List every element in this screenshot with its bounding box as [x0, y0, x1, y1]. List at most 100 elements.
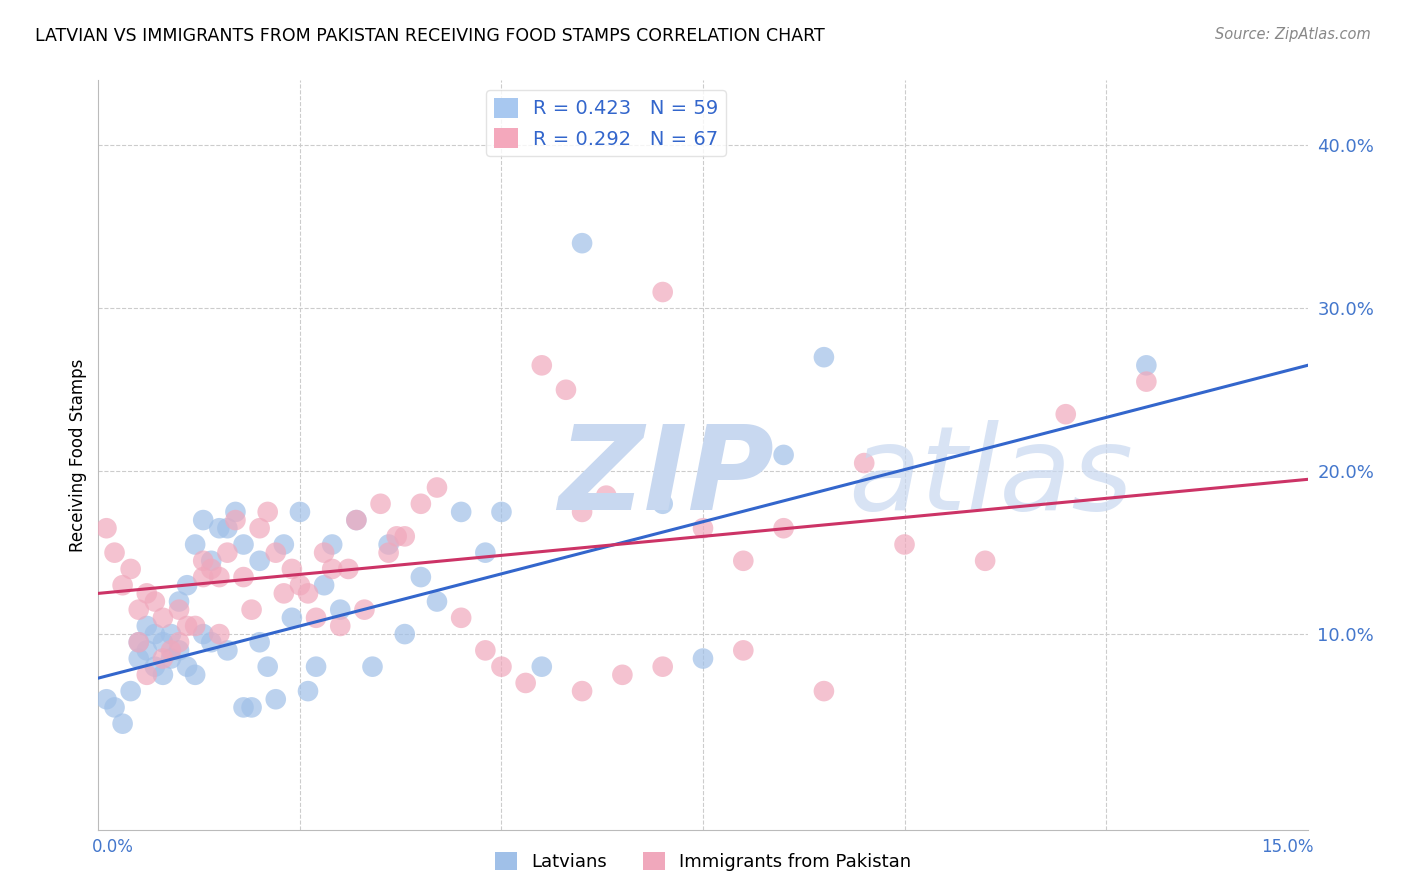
Point — [337, 562, 360, 576]
Point — [217, 521, 239, 535]
Point — [176, 578, 198, 592]
Point — [571, 505, 593, 519]
Point — [184, 668, 207, 682]
Point — [167, 594, 190, 608]
Point — [1135, 359, 1157, 373]
Point — [193, 554, 215, 568]
Point — [167, 635, 190, 649]
Point — [314, 546, 336, 560]
Text: Source: ZipAtlas.com: Source: ZipAtlas.com — [1215, 27, 1371, 42]
Point — [651, 497, 673, 511]
Point — [135, 668, 157, 682]
Point — [135, 643, 157, 657]
Point — [264, 692, 287, 706]
Point — [329, 602, 352, 616]
Point — [193, 627, 215, 641]
Point — [344, 513, 367, 527]
Point — [96, 521, 118, 535]
Point — [200, 554, 222, 568]
Point — [184, 619, 207, 633]
Point — [176, 619, 198, 633]
Point — [893, 537, 915, 551]
Point — [651, 659, 673, 673]
Point — [555, 383, 578, 397]
Point — [409, 497, 432, 511]
Point — [370, 497, 392, 511]
Point — [353, 602, 375, 616]
Legend: Latvians, Immigrants from Pakistan: Latvians, Immigrants from Pakistan — [488, 845, 918, 879]
Point — [240, 602, 263, 616]
Point — [474, 643, 496, 657]
Point — [143, 594, 166, 608]
Point — [314, 578, 336, 592]
Point — [329, 619, 352, 633]
Point — [281, 562, 304, 576]
Point — [273, 586, 295, 600]
Point — [692, 651, 714, 665]
Point — [96, 692, 118, 706]
Point — [160, 627, 183, 641]
Point — [167, 602, 190, 616]
Point — [377, 546, 399, 560]
Point — [135, 586, 157, 600]
Point — [305, 611, 328, 625]
Text: ZIP: ZIP — [558, 420, 773, 535]
Point — [111, 716, 134, 731]
Point — [772, 521, 794, 535]
Point — [297, 684, 319, 698]
Point — [200, 635, 222, 649]
Point — [571, 236, 593, 251]
Point — [281, 611, 304, 625]
Text: atlas: atlas — [848, 420, 1133, 534]
Point — [249, 521, 271, 535]
Point — [152, 668, 174, 682]
Point — [297, 586, 319, 600]
Point — [651, 285, 673, 299]
Point — [377, 537, 399, 551]
Point — [200, 562, 222, 576]
Point — [813, 350, 835, 364]
Point — [135, 619, 157, 633]
Point — [256, 659, 278, 673]
Text: 0.0%: 0.0% — [93, 838, 134, 856]
Point — [273, 537, 295, 551]
Point — [120, 684, 142, 698]
Point — [1054, 407, 1077, 421]
Point — [394, 529, 416, 543]
Point — [595, 489, 617, 503]
Point — [120, 562, 142, 576]
Point — [193, 570, 215, 584]
Point — [160, 651, 183, 665]
Point — [515, 676, 537, 690]
Point — [143, 659, 166, 673]
Point — [853, 456, 876, 470]
Point — [426, 594, 449, 608]
Point — [128, 651, 150, 665]
Point — [692, 521, 714, 535]
Point — [288, 578, 311, 592]
Point — [974, 554, 997, 568]
Point — [152, 611, 174, 625]
Point — [491, 505, 513, 519]
Point — [249, 635, 271, 649]
Point — [128, 635, 150, 649]
Point — [733, 554, 755, 568]
Point — [176, 659, 198, 673]
Point — [193, 513, 215, 527]
Point — [450, 505, 472, 519]
Point — [232, 570, 254, 584]
Point — [394, 627, 416, 641]
Point — [232, 537, 254, 551]
Point — [208, 627, 231, 641]
Point — [321, 562, 343, 576]
Point — [264, 546, 287, 560]
Point — [530, 359, 553, 373]
Text: LATVIAN VS IMMIGRANTS FROM PAKISTAN RECEIVING FOOD STAMPS CORRELATION CHART: LATVIAN VS IMMIGRANTS FROM PAKISTAN RECE… — [35, 27, 825, 45]
Point — [450, 611, 472, 625]
Point — [184, 537, 207, 551]
Y-axis label: Receiving Food Stamps: Receiving Food Stamps — [69, 359, 87, 551]
Legend: R = 0.423   N = 59, R = 0.292   N = 67: R = 0.423 N = 59, R = 0.292 N = 67 — [486, 90, 725, 156]
Point — [344, 513, 367, 527]
Point — [152, 651, 174, 665]
Point — [240, 700, 263, 714]
